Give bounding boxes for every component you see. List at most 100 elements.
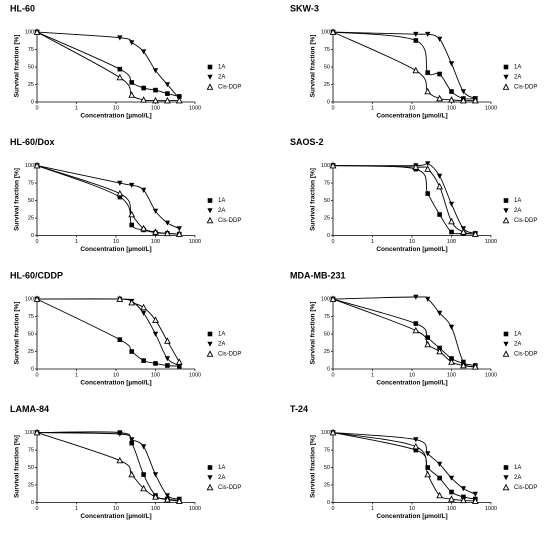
legend-label: Cis-DDP xyxy=(514,85,537,91)
data-point xyxy=(175,230,183,237)
legend-marker xyxy=(503,198,509,203)
data-point xyxy=(129,182,135,188)
data-point xyxy=(436,491,443,499)
data-point xyxy=(152,472,159,478)
legend-marker xyxy=(207,331,213,337)
data-point xyxy=(436,347,443,355)
legend-marker xyxy=(502,350,510,357)
legend-marker xyxy=(207,74,213,80)
legend-marker xyxy=(206,216,214,224)
legend-label: 1A xyxy=(514,198,521,204)
series-line xyxy=(332,432,476,500)
data-point xyxy=(472,491,478,497)
data-point xyxy=(448,201,455,207)
y-tick-label: 75 xyxy=(28,47,34,53)
data-point xyxy=(448,96,455,103)
x-tick-label: 10 xyxy=(409,105,415,111)
y-tick-label: 25 xyxy=(28,82,34,88)
legend-marker xyxy=(502,483,510,491)
data-point xyxy=(164,82,171,88)
y-tick-label: 75 xyxy=(324,47,330,53)
x-axis-label: Concentration [µmol/L] xyxy=(376,380,447,387)
data-point xyxy=(413,321,419,326)
y-axis-label: Survival fraction [%] xyxy=(14,35,21,98)
y-tick-label: 100 xyxy=(25,430,34,436)
data-point xyxy=(128,298,136,306)
x-tick-label: 100 xyxy=(151,372,160,378)
legend-label: 1A xyxy=(218,332,225,338)
data-point xyxy=(424,165,432,172)
y-tick-label: 75 xyxy=(28,181,34,187)
y-tick-label: 0 xyxy=(31,233,34,239)
series-line xyxy=(36,432,180,500)
chart-title: T-24 xyxy=(290,404,308,414)
y-tick-label: 0 xyxy=(327,233,330,239)
data-point xyxy=(436,461,443,467)
data-point xyxy=(425,191,431,196)
data-point xyxy=(141,358,146,363)
x-tick-label: 1000 xyxy=(485,239,497,245)
series-line xyxy=(36,298,180,367)
data-point xyxy=(129,440,135,446)
legend-label: 1A xyxy=(218,65,225,71)
data-point xyxy=(460,496,467,504)
data-point xyxy=(412,163,420,170)
data-point xyxy=(140,224,147,232)
data-point xyxy=(164,495,171,503)
data-point xyxy=(152,68,159,74)
legend-marker xyxy=(503,341,509,347)
x-tick-label: 1 xyxy=(75,506,78,512)
data-point xyxy=(425,296,431,302)
series-line xyxy=(332,31,476,100)
y-tick-label: 25 xyxy=(324,215,330,221)
x-tick-label: 10 xyxy=(113,105,119,111)
x-tick-label: 10 xyxy=(113,239,119,245)
y-tick-label: 100 xyxy=(25,163,34,169)
data-point xyxy=(448,358,455,365)
legend-label: 1A xyxy=(514,332,521,338)
chart-title: SAOS-2 xyxy=(290,137,324,147)
x-tick-label: 0 xyxy=(331,506,334,512)
x-tick-label: 0 xyxy=(35,372,38,378)
legend-label: 2A xyxy=(514,342,521,348)
x-tick-label: 0 xyxy=(331,372,334,378)
series-line xyxy=(332,432,476,502)
data-point xyxy=(449,229,454,235)
series-line xyxy=(36,165,180,235)
data-point xyxy=(152,228,159,235)
data-point xyxy=(129,40,135,46)
data-point xyxy=(436,94,443,102)
y-tick-label: 25 xyxy=(324,349,330,355)
x-tick-label: 1 xyxy=(371,506,374,512)
y-axis-label: Survival fraction [%] xyxy=(14,302,21,365)
x-tick-label: 1000 xyxy=(189,372,201,378)
x-tick-label: 100 xyxy=(151,506,160,512)
data-point xyxy=(117,66,123,72)
data-point xyxy=(413,38,419,43)
legend-marker xyxy=(207,198,213,203)
data-point xyxy=(152,493,159,500)
series-line xyxy=(36,431,180,501)
data-point xyxy=(116,456,124,464)
data-point xyxy=(128,91,136,98)
x-tick-label: 1000 xyxy=(189,506,201,512)
data-point xyxy=(164,96,171,104)
x-tick-label: 1 xyxy=(371,372,374,378)
y-tick-label: 75 xyxy=(324,448,330,454)
x-axis-label: Concentration [µmol/L] xyxy=(80,380,151,387)
data-point xyxy=(117,35,123,41)
legend-marker xyxy=(207,64,213,70)
data-point xyxy=(140,444,147,450)
data-point xyxy=(329,428,337,436)
x-tick-label: 1 xyxy=(75,372,78,378)
x-tick-label: 100 xyxy=(447,506,456,512)
data-point xyxy=(141,85,146,91)
legend-label: 2A xyxy=(218,208,225,214)
x-tick-label: 100 xyxy=(151,239,160,245)
y-tick-label: 100 xyxy=(25,30,34,36)
data-point xyxy=(176,226,182,232)
data-point xyxy=(164,220,171,226)
y-tick-label: 50 xyxy=(324,198,330,204)
data-point xyxy=(152,316,159,323)
x-tick-label: 1000 xyxy=(485,506,497,512)
